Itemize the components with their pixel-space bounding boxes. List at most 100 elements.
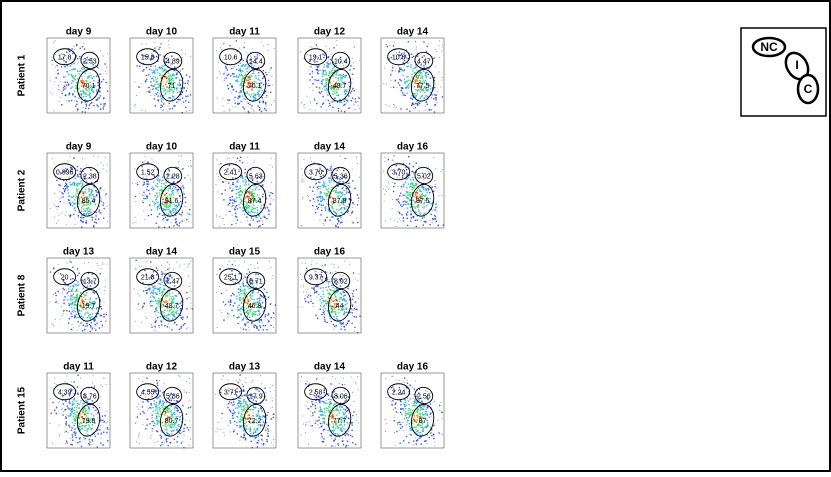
event — [418, 72, 420, 74]
event — [167, 306, 170, 309]
event — [158, 290, 161, 292]
event — [75, 288, 78, 290]
event — [180, 49, 182, 51]
event — [254, 211, 256, 214]
event — [74, 100, 76, 102]
event — [94, 84, 96, 87]
event — [432, 210, 434, 212]
event — [436, 50, 438, 52]
event — [238, 273, 241, 275]
event — [256, 220, 259, 223]
event — [147, 181, 149, 183]
event — [255, 318, 257, 321]
event — [308, 302, 310, 304]
event — [313, 292, 316, 294]
event — [247, 201, 250, 204]
event — [256, 325, 258, 328]
event — [159, 189, 161, 191]
event — [98, 97, 100, 99]
event — [324, 74, 326, 76]
event — [63, 310, 65, 312]
event — [168, 75, 170, 78]
event — [406, 92, 408, 94]
event — [238, 316, 240, 318]
event — [261, 97, 263, 99]
event — [219, 47, 221, 49]
event — [242, 77, 244, 79]
event — [426, 45, 428, 48]
event — [176, 223, 178, 226]
event — [345, 311, 348, 314]
event — [173, 105, 175, 107]
event — [225, 214, 227, 216]
event — [392, 86, 395, 88]
event — [100, 433, 103, 435]
event — [322, 198, 325, 201]
event — [342, 203, 345, 206]
event — [72, 183, 74, 185]
event — [223, 80, 225, 82]
event — [247, 302, 249, 304]
event — [175, 176, 177, 178]
event — [251, 216, 253, 218]
event — [159, 179, 161, 181]
event — [334, 310, 337, 313]
event — [259, 84, 261, 87]
event — [336, 288, 338, 290]
event — [272, 275, 274, 277]
event — [333, 180, 335, 182]
event — [323, 313, 325, 315]
event — [72, 439, 74, 441]
event — [238, 191, 240, 193]
event — [186, 82, 189, 84]
event — [56, 205, 58, 207]
event — [69, 260, 71, 262]
event — [238, 304, 240, 306]
event — [158, 66, 161, 69]
event — [77, 203, 79, 205]
event — [347, 287, 349, 290]
event — [251, 67, 254, 70]
event — [142, 176, 144, 178]
event — [175, 295, 177, 297]
event — [60, 173, 62, 175]
event — [166, 300, 169, 302]
event — [393, 185, 395, 188]
event — [320, 271, 323, 273]
event — [251, 105, 253, 107]
event — [100, 419, 102, 421]
event — [76, 284, 78, 287]
event — [83, 204, 85, 207]
event — [402, 74, 404, 77]
event — [72, 75, 74, 77]
event — [99, 288, 101, 290]
event — [78, 272, 80, 274]
event — [323, 56, 325, 59]
event — [406, 214, 408, 216]
event — [170, 79, 172, 81]
event — [400, 54, 402, 56]
event — [404, 82, 406, 85]
event — [73, 199, 76, 201]
gate-value: 44 — [336, 303, 344, 310]
event — [341, 187, 343, 189]
event — [142, 290, 145, 292]
event — [393, 41, 395, 43]
event — [422, 188, 425, 191]
row-label: Patient 8 — [17, 274, 28, 316]
event — [58, 101, 60, 103]
event — [346, 322, 349, 325]
event — [257, 66, 260, 69]
event — [179, 309, 181, 312]
event — [72, 196, 74, 198]
event — [247, 207, 249, 209]
event — [169, 210, 171, 212]
event — [148, 91, 151, 94]
event — [245, 98, 247, 101]
event — [99, 190, 101, 192]
event — [402, 186, 405, 188]
event — [415, 88, 417, 91]
event — [246, 156, 248, 158]
event — [173, 66, 175, 68]
event — [260, 87, 262, 90]
